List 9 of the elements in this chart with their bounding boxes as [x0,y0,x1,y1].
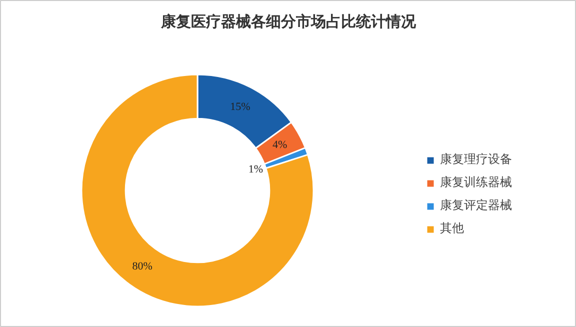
data-label: 1% [248,164,264,176]
chart-title: 康复医疗器械各细分市场占比统计情况 [160,12,417,30]
legend-label: 其他 [440,220,464,237]
legend-label: 康复评定器械 [440,197,512,214]
data-label: 4% [272,139,288,152]
legend-label: 康复理疗设备 [440,151,512,168]
data-label: 15% [230,100,250,113]
legend-label: 康复训练器械 [440,174,512,191]
data-label: 80% [132,260,152,273]
